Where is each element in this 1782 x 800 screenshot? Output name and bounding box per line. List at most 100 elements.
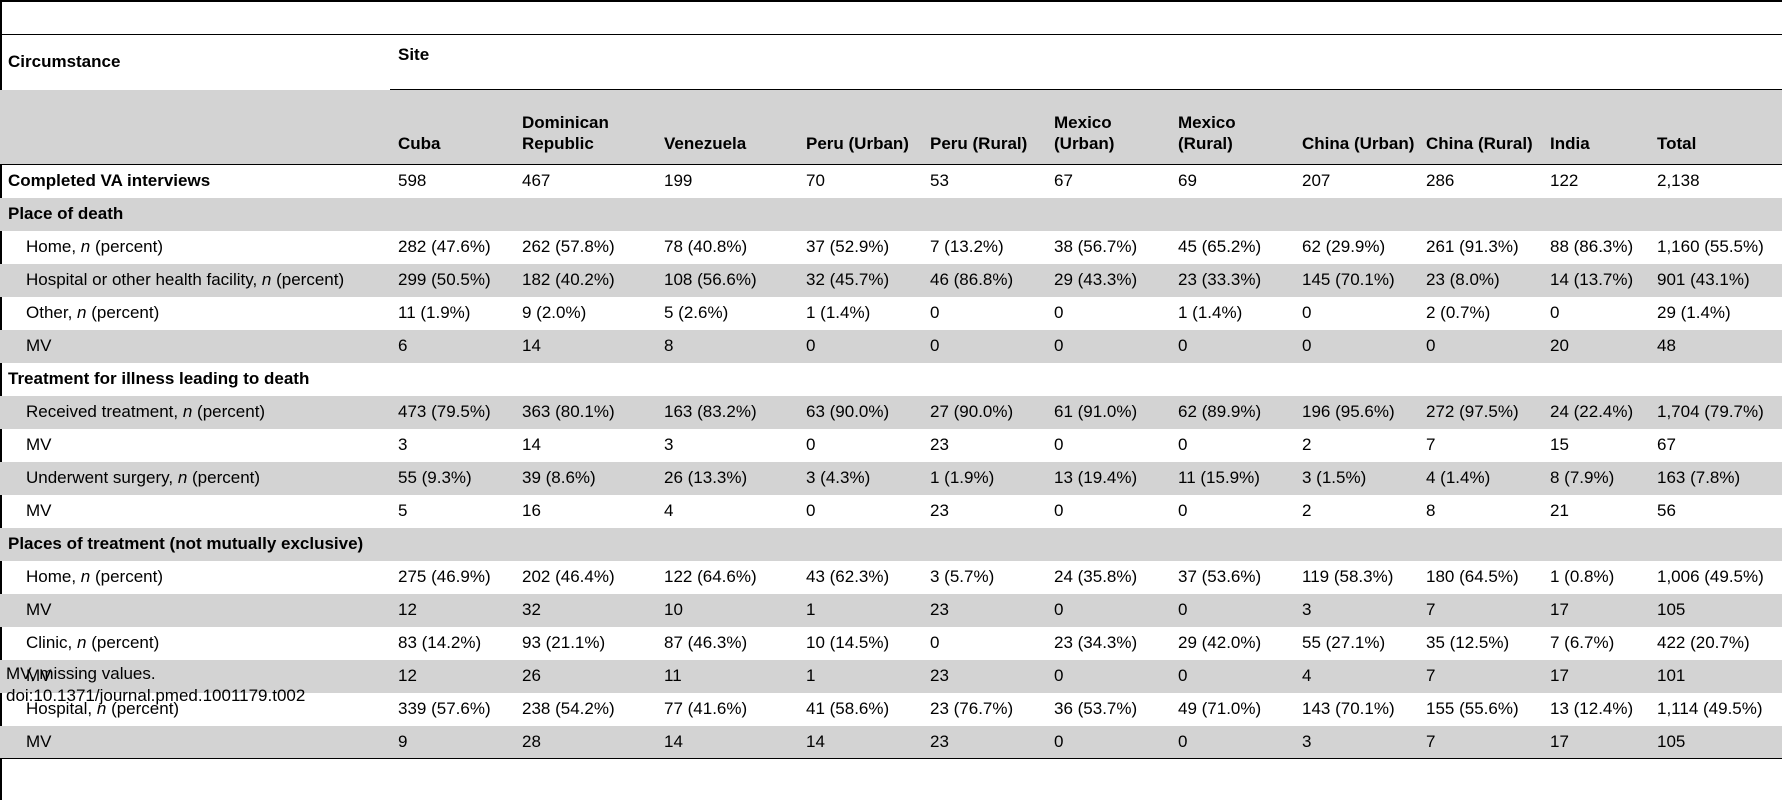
table-cell: 21 [1550,501,1569,520]
blank-header-cell [0,89,390,165]
table-cell: 7 (13.2%) [930,237,1004,256]
table-cell: 32 (45.7%) [798,263,922,297]
table-cell: 14 [798,725,922,759]
table-cell: 1,114 (49.5%) [1657,699,1763,718]
table-cell: 3 [664,435,674,454]
row-label: Clinic, n (percent) [26,633,160,652]
row-label: Home, n (percent) [26,567,164,586]
table-cell: 87 (46.3%) [664,633,748,652]
table-cell: 122 (64.6%) [664,567,757,586]
table-row: Underwent surgery, n (percent) 55 (9.3%) 3… [0,461,1782,495]
table-cell: 39 (8.6%) [514,461,656,495]
table-cell: 901 (43.1%) [1649,263,1782,297]
table-cell: 43 (62.3%) [806,567,890,586]
table-cell: 7 [1418,659,1542,693]
table-cell: 145 (70.1%) [1294,263,1418,297]
table-cell: 0 [798,329,922,363]
table-cell: 0 [1046,659,1170,693]
table-cell: 0 [806,435,816,454]
table-cell: 3 (5.7%) [930,567,995,586]
table-cell: 473 (79.5%) [390,395,514,429]
table-cell: 238 (54.2%) [522,699,615,718]
table-cell: 70 [806,171,825,191]
table-cell: 23 (76.7%) [930,699,1014,718]
table-cell: 1,704 (79.7%) [1649,395,1782,429]
table-cell: 9 (2.0%) [522,303,587,322]
table-cell: 163 (7.8%) [1649,461,1782,495]
table-cell: 13 (12.4%) [1550,699,1634,718]
table-row: Home, n (percent) 275 (46.9%) 202 (46.4%) 1… [0,561,1782,594]
table-cell: 105 [1649,725,1782,759]
table-cell: 29 (1.4%) [1657,303,1731,322]
table-cell: 3 (4.3%) [798,461,922,495]
row-label: Underwent surgery, n (percent) [0,461,390,495]
row-label: Place of death [0,197,1782,231]
table-cell: 3 (1.5%) [1294,461,1418,495]
table-cell: 62 (29.9%) [1302,237,1386,256]
table-cell: 55 (27.1%) [1302,633,1386,652]
table-cell: 0 [1046,725,1170,759]
header-row-top: Circumstance Site [0,34,1782,90]
table-cell: 17 [1542,659,1649,693]
table-cell: 8 [1426,501,1436,520]
table-cell: 29 (43.3%) [1046,263,1170,297]
column-header: China (Rural) [1418,89,1542,165]
table-cell: 180 (64.5%) [1426,567,1519,586]
table-cell: 143 (70.1%) [1302,699,1395,718]
table-cell: 0 [1046,593,1170,627]
table-cell: 1 (0.8%) [1550,567,1615,586]
table-row: Completed VA interviews 598 467 199 70 53 67 69… [0,165,1782,198]
table-cell: 48 [1649,329,1782,363]
table-cell: 61 (91.0%) [1046,395,1170,429]
table-cell: 9 [390,725,514,759]
table-cell: 69 [1178,171,1197,191]
table-cell: 2 [1302,435,1312,454]
table-cell: 7 [1418,725,1542,759]
column-header: Mexico (Urban) [1046,89,1170,165]
table-cell: 0 [1170,659,1294,693]
row-label: Home, n (percent) [26,237,164,256]
table-cell: 17 [1542,725,1649,759]
table-cell: 11 (15.9%) [1170,461,1294,495]
table-cell: 8 (7.9%) [1542,461,1649,495]
table-cell: 7 [1418,593,1542,627]
table-cell: 7 (6.7%) [1550,633,1615,652]
table-cell: 53 [930,171,949,191]
table-cell: 1 (1.4%) [1178,303,1243,322]
table-cell: 0 [930,633,940,652]
table-cell: 14 [514,329,656,363]
table-cell: 0 [1046,329,1170,363]
row-label: Treatment for illness leading to death [8,369,310,388]
table-cell: 261 (91.3%) [1426,237,1519,256]
row-label: Places of treatment (not mutually exclus… [0,527,1782,561]
table-cell: 56 [1657,501,1676,520]
table-cell: 0 [1170,329,1294,363]
column-header: Peru (Rural) [922,89,1046,165]
table-cell: 5 [398,501,408,520]
table-cell: 63 (90.0%) [798,395,922,429]
table-cell: 3 [1294,725,1418,759]
table-cell: 62 (89.9%) [1170,395,1294,429]
table-cell: 182 (40.2%) [514,263,656,297]
table-cell: 36 (53.7%) [1054,699,1138,718]
table-cell: 101 [1649,659,1782,693]
table-cell: 122 [1550,171,1579,191]
table-cell: 1,006 (49.5%) [1657,567,1764,586]
table-cell: 0 [1170,725,1294,759]
column-header: India [1542,89,1649,165]
table-row: MV 5 16 4 0 23 0 0 2 8 21 56 [0,495,1782,528]
table-cell: 0 [1054,501,1064,520]
table-cell: 45 (65.2%) [1178,237,1262,256]
table-cell: 282 (47.6%) [398,237,491,256]
row-label: Received treatment, n (percent) [0,395,390,429]
table-row: MV 12 32 10 1 23 0 0 3 7 17 105 [0,593,1782,627]
table-cell: 37 (52.9%) [806,237,890,256]
table-cell: 4 (1.4%) [1418,461,1542,495]
row-label: Hospital, n (percent) [26,699,180,718]
table-cell: 11 [656,659,798,693]
column-header: Mexico (Rural) [1170,89,1294,165]
table-cell: 299 (50.5%) [390,263,514,297]
section-row: Place of death [0,197,1782,231]
table-cell: 1 (1.9%) [922,461,1046,495]
footnote-abbrev: MV, missing values. [6,664,156,683]
